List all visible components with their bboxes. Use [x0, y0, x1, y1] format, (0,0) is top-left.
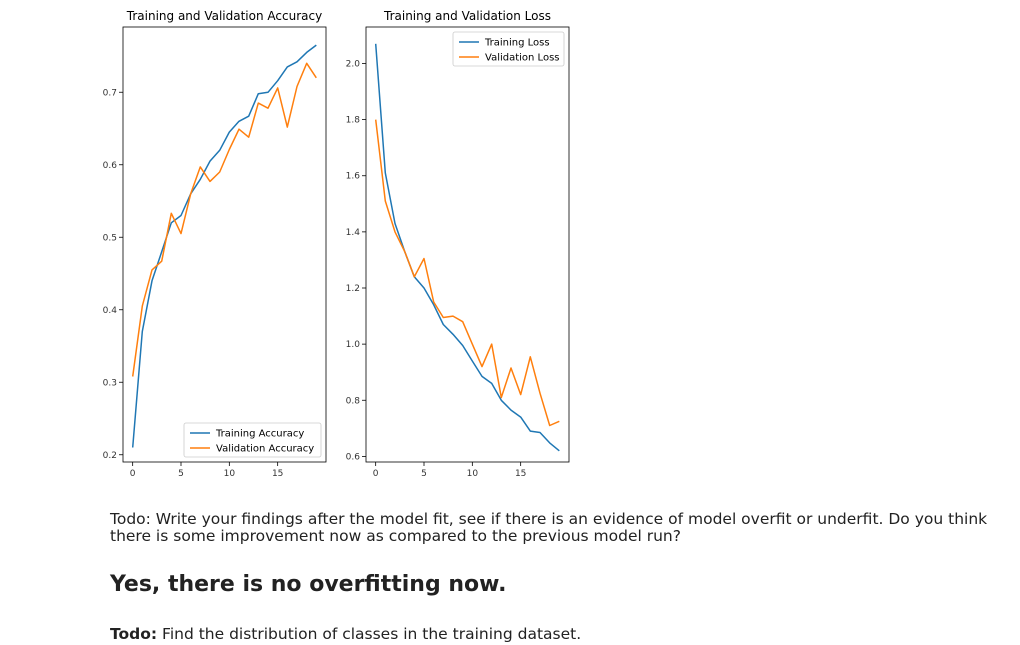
y-tick-label: 0.3 — [103, 378, 117, 388]
x-tick-label: 5 — [421, 469, 427, 479]
x-tick-label: 5 — [178, 469, 184, 479]
chart-2: Training and Validation Loss 0 5 10 15 0.6 0.8… — [346, 9, 570, 479]
legend-label: Training Accuracy — [215, 429, 304, 440]
todo-distribution-text: Todo: Find the distribution of classes i… — [110, 625, 1010, 643]
series-line-2 — [131, 62, 317, 377]
y-tick-label: 1.2 — [346, 284, 360, 294]
todo-distribution-body: Find the distribution of classes in the … — [157, 625, 582, 643]
charts-figure: Training and Validation Accuracy 0 5 10 15 0.… — [103, 9, 570, 479]
chart-1: Training and Validation Accuracy 0 5 10 15 0.… — [103, 9, 327, 479]
chart-title: Training and Validation Accuracy — [126, 9, 322, 23]
y-tick-label: 0.4 — [103, 306, 118, 316]
x-tick-label: 10 — [467, 469, 479, 479]
x-tick-label: 15 — [272, 469, 283, 479]
legend-label: Validation Accuracy — [216, 444, 314, 455]
y-tick-label: 0.5 — [103, 233, 117, 243]
x-tick-label: 10 — [224, 469, 236, 479]
legend: Training Accuracy Validation Accuracy — [183, 422, 322, 458]
y-tick-label: 1.0 — [346, 340, 361, 350]
series-line-1 — [131, 44, 317, 448]
todo-label: Todo: — [110, 625, 158, 643]
legend: Training Loss Validation Loss — [452, 31, 565, 67]
y-tick-label: 1.4 — [346, 228, 361, 238]
plot-frame — [365, 26, 570, 463]
plot-frame — [122, 26, 327, 463]
y-tick-label: 0.6 — [346, 452, 361, 462]
x-tick-label: 0 — [373, 469, 379, 479]
legend-box — [452, 31, 565, 67]
y-tick-label: 0.8 — [346, 396, 361, 406]
legend-box — [183, 422, 322, 458]
chart-title: Training and Validation Loss — [383, 9, 551, 23]
y-tick-label: 0.7 — [103, 88, 117, 98]
y-tick-label: 0.2 — [103, 451, 117, 461]
y-tick-label: 1.8 — [346, 116, 361, 126]
legend-label: Training Loss — [484, 38, 550, 49]
todo-findings-text: Todo: Write your findings after the mode… — [110, 510, 988, 545]
x-tick-label: 15 — [515, 469, 526, 479]
x-tick-label: 0 — [130, 469, 136, 479]
series-line-2 — [374, 119, 560, 427]
legend-label: Validation Loss — [485, 53, 560, 64]
y-tick-label: 2.0 — [346, 59, 361, 69]
y-tick-label: 0.6 — [103, 161, 118, 171]
y-tick-label: 1.6 — [346, 172, 361, 182]
answer-heading: Yes, there is no overfitting now. — [110, 572, 507, 597]
